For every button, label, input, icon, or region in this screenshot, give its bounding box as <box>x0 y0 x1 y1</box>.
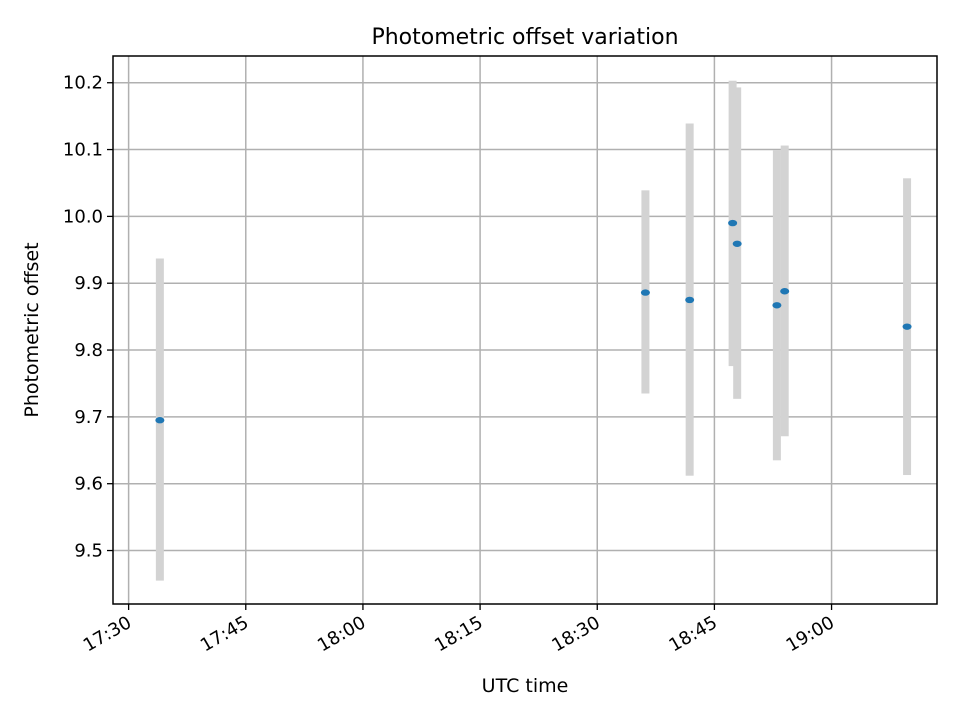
x-tick-label: 18:00 <box>314 612 369 656</box>
y-tick-label: 9.5 <box>74 541 103 562</box>
x-axis-label: UTC time <box>482 675 569 697</box>
chart-title: Photometric offset variation <box>371 25 678 50</box>
y-tick-label: 9.7 <box>74 407 103 428</box>
x-tick-label: 18:45 <box>665 612 720 656</box>
y-tick-label: 10.1 <box>63 140 103 161</box>
y-tick-label: 9.8 <box>74 340 103 361</box>
x-tick-label: 17:30 <box>80 612 135 656</box>
y-tick-label: 9.9 <box>74 273 103 294</box>
data-point <box>685 296 695 304</box>
grid-lines <box>113 56 937 604</box>
x-tick-label: 18:30 <box>548 612 603 656</box>
x-tick-label: 18:15 <box>431 612 486 656</box>
data-points <box>155 219 912 424</box>
data-point <box>902 323 912 330</box>
x-tick-label: 17:45 <box>197 612 252 656</box>
data-point <box>155 417 165 424</box>
data-point <box>732 240 742 247</box>
data-point <box>780 288 790 295</box>
x-axis-ticks: 17:30 17:45 18:00 18:15 18:30 18:45 19:00 <box>80 604 838 656</box>
y-tick-label: 10.0 <box>63 206 103 227</box>
y-axis-ticks: 9.5 9.6 9.7 9.8 9.9 10.0 10.1 10.2 <box>63 73 113 562</box>
x-tick-label: 19:00 <box>783 612 838 656</box>
plot-frame <box>112 55 938 605</box>
data-point <box>772 302 782 309</box>
data-point <box>640 289 650 296</box>
error-bars <box>155 80 912 581</box>
y-tick-label: 9.6 <box>74 474 103 495</box>
data-point <box>728 219 738 227</box>
y-axis-label: Photometric offset <box>21 242 43 417</box>
y-tick-label: 10.2 <box>63 73 103 94</box>
